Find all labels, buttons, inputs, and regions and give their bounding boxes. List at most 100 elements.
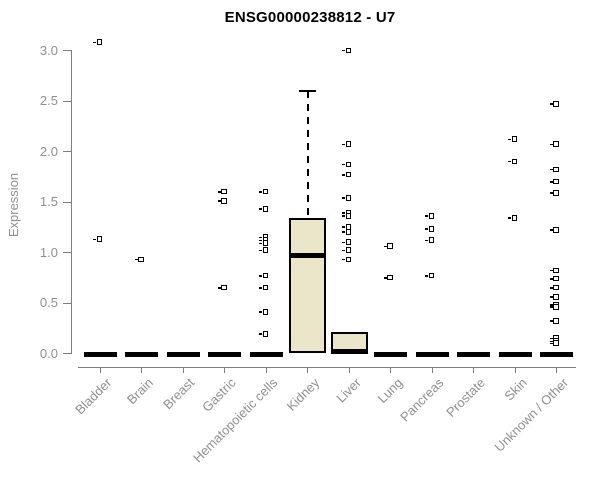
outlier-point [259,247,269,254]
y-tick-label: 3.0 [39,42,58,58]
zero-bar [457,352,490,358]
outlier-square [262,284,269,291]
outlier-square [345,239,352,245]
outlier-dash [93,238,97,241]
outlier-square [345,229,352,235]
x-tick [556,367,557,373]
x-tick [182,367,184,373]
outlier-square [553,275,559,282]
outlier-point [342,141,352,148]
outlier-point [549,275,560,282]
outlier-square [262,331,269,337]
x-axis-line [78,367,576,368]
x-tick [473,367,474,373]
outlier-dash [342,249,346,252]
x-tick [224,367,225,373]
box [289,218,326,354]
outlier-square [511,136,518,142]
outlier-point [342,171,352,178]
outlier-square [553,304,559,310]
outlier-dash [549,296,553,298]
outlier-square [345,256,352,263]
outlier-point [383,243,394,250]
outlier-dash [342,49,346,52]
x-tick [99,367,101,373]
outlier-dash [549,180,553,183]
x-tick-label: Prostate [443,375,489,420]
median-line [330,348,368,355]
outlier-dash [549,337,553,340]
x-tick [307,367,308,373]
outlier-point [342,247,352,254]
outlier-point [342,194,352,201]
outlier-dash [508,138,512,141]
outlier-dash [342,173,346,176]
outlier-dash [259,239,263,242]
y-tick-label: 0.0 [39,345,58,361]
zero-bar [166,352,200,358]
whisker-cap [299,89,316,92]
outlier-dash [259,311,263,313]
outlier-dash [549,269,553,272]
y-tick-label: 2.5 [39,93,58,108]
outlier-point [93,236,103,242]
x-tick-label: Lung [374,375,406,407]
outlier-dash [549,192,553,194]
outlier-point [342,239,352,245]
zero-bar [415,352,449,358]
outlier-dash [425,274,429,277]
x-tick-label: Kidney [283,375,323,414]
outlier-dash [342,226,346,229]
outlier-point [549,141,560,148]
outlier-square [221,188,227,195]
outlier-square [553,318,559,324]
outlier-dash [217,191,221,193]
outlier-point [549,227,560,233]
outlier-dash [259,236,263,239]
outlier-square [387,274,393,281]
outlier-square [553,227,559,233]
outlier-dash [549,168,553,171]
outlier-dash [549,277,553,280]
x-tick [265,367,267,373]
outlier-point [217,197,228,204]
outlier-point [549,340,560,346]
outlier-square [553,189,559,196]
outlier-square [221,197,227,204]
outlier-square [345,171,352,178]
outlier-point [549,284,560,291]
outlier-point [549,101,560,107]
y-tick [63,353,71,354]
outlier-dash [342,215,346,217]
x-tick [348,367,350,373]
outlier-point [508,215,518,221]
outlier-dash [259,208,263,210]
y-tick-label: 0.5 [39,295,58,310]
outlier-square [428,213,435,219]
x-tick-label: Brain [124,375,157,408]
outlier-square [221,284,227,291]
outlier-point [259,188,269,195]
x-tick-label: Liver [333,375,364,406]
outlier-dash [549,340,553,343]
outlier-square [428,237,435,243]
y-tick-label: 2.0 [39,143,58,159]
y-tick [63,302,71,304]
x-tick [514,367,516,373]
outlier-dash [508,160,512,163]
y-tick [63,151,71,152]
outlier-point [342,229,352,235]
outlier-square [96,39,103,45]
outlier-point [425,213,435,219]
outlier-square [138,256,144,263]
y-tick-label: 1.0 [39,244,58,260]
zero-bar [83,352,117,358]
outlier-point [425,272,435,279]
outlier-square [345,161,352,168]
outlier-point [217,188,228,195]
outlier-dash [342,163,346,166]
outlier-point [549,293,560,300]
outlier-square [511,158,518,165]
outlier-point [259,284,269,291]
outlier-point [508,158,518,165]
